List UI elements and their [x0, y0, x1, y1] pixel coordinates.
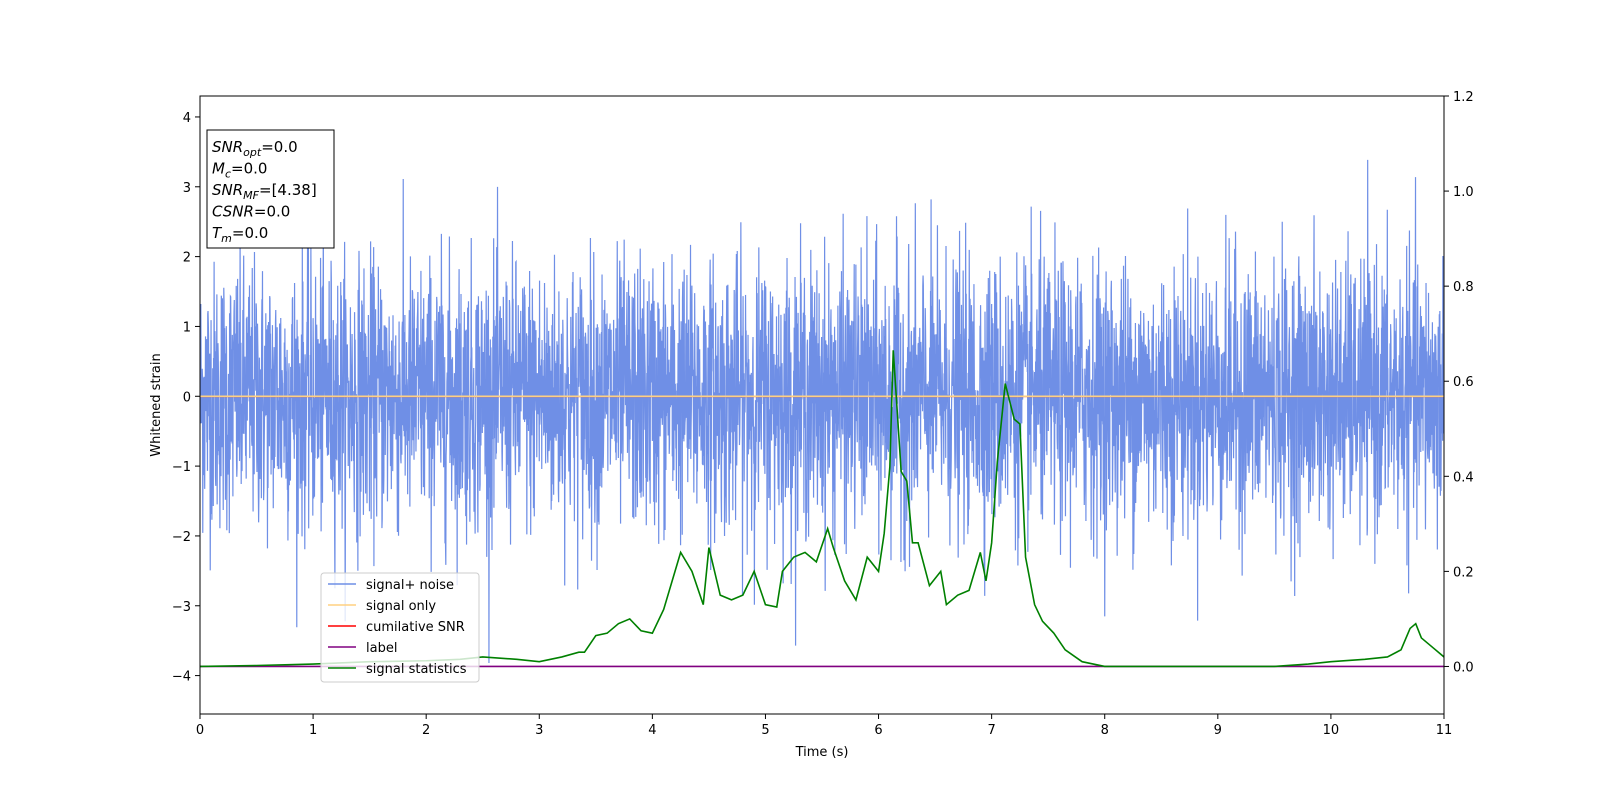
legend-entry-label: cumilative SNR [366, 620, 465, 635]
plot-frame [199, 95, 1445, 715]
stats-line: Tm=0.0 [212, 224, 268, 245]
y-tick-label: −4 [172, 670, 191, 685]
legend-entry-label: signal statistics [366, 662, 467, 677]
x-tick-label: 1 [309, 723, 317, 738]
y-tick-label: −3 [172, 600, 191, 615]
y2-tick-label: 0.2 [1453, 565, 1474, 580]
x-tick-label: 11 [1436, 723, 1453, 738]
y2-tick-label: 0.8 [1453, 280, 1474, 295]
x-tick-label: 9 [1214, 723, 1222, 738]
y-tick-label: 2 [183, 251, 191, 266]
y-tick-label: −2 [172, 530, 191, 545]
x-tick-label: 6 [874, 723, 882, 738]
x-tick-label: 10 [1323, 723, 1340, 738]
x-axis-label: Time (s) [795, 745, 849, 760]
signal-noise-layer [200, 159, 1444, 664]
legend-entry-label: signal+ noise [366, 578, 454, 593]
legend-frame [320, 572, 480, 683]
stats-line: CSNR=0.0 [212, 203, 290, 221]
x-tick-label: 2 [422, 723, 430, 738]
legend: signal+ noise signal only cumilative SNR la… [320, 572, 480, 683]
x-tick-label: 8 [1101, 723, 1109, 738]
y2-tick-label: 1.2 [1453, 90, 1474, 105]
x-tick-label: 4 [648, 723, 656, 738]
y-axis-label: Whitened strain [149, 353, 164, 456]
y-axis-left: −4 −3 −2 −1 0 1 2 3 4 [172, 111, 200, 685]
y-axis-right: 0.0 0.2 0.4 0.6 0.8 1.0 1.2 [1444, 90, 1474, 675]
y-tick-label: 4 [183, 111, 191, 126]
y2-tick-label: 0.0 [1453, 660, 1474, 675]
series-signal-statistics [200, 350, 1444, 668]
x-tick-label: 5 [761, 723, 769, 738]
stats-line: SNRopt=0.0 [212, 138, 298, 159]
x-tick-label: 7 [987, 723, 995, 738]
y2-tick-label: 0.6 [1453, 375, 1474, 390]
y-tick-label: 3 [183, 181, 191, 196]
stats-line: SNRMF=[4.38] [212, 181, 317, 202]
x-tick-label: 3 [535, 723, 543, 738]
y2-tick-label: 1.0 [1453, 185, 1474, 200]
y2-tick-label: 0.4 [1453, 470, 1474, 485]
series-signal-noise [200, 159, 1444, 664]
stats-line: Mc=0.0 [212, 160, 267, 181]
y-tick-label: 1 [183, 320, 191, 335]
x-tick-label: 0 [196, 723, 204, 738]
y-tick-label: −1 [172, 460, 191, 475]
legend-entry-label: label [366, 641, 397, 656]
stats-box-frame [206, 129, 335, 249]
y-tick-label: 0 [183, 390, 191, 405]
legend-entry-label: signal only [366, 599, 436, 614]
x-axis: 0 1 2 3 4 5 6 7 8 9 10 11 [196, 714, 1452, 738]
